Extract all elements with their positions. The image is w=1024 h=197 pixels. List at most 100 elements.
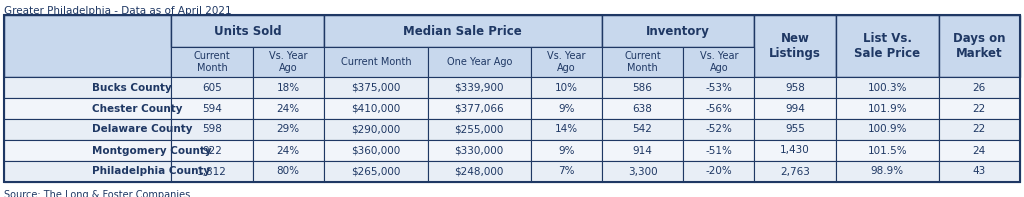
Text: 22: 22 xyxy=(973,103,986,113)
Bar xyxy=(428,47,530,77)
Bar xyxy=(939,15,1020,77)
Bar xyxy=(836,140,939,161)
Bar xyxy=(836,119,939,140)
Bar xyxy=(939,140,1020,161)
Bar xyxy=(171,119,253,140)
Bar xyxy=(4,119,171,140)
Text: One Year Ago: One Year Ago xyxy=(446,57,512,67)
Bar xyxy=(683,77,755,98)
Text: 958: 958 xyxy=(785,83,805,93)
Text: 26: 26 xyxy=(973,83,986,93)
Bar xyxy=(324,98,428,119)
Bar xyxy=(253,98,324,119)
Text: 98.9%: 98.9% xyxy=(870,166,904,177)
Text: Montgomery County: Montgomery County xyxy=(91,146,211,155)
Text: Current Month: Current Month xyxy=(341,57,411,67)
Bar xyxy=(939,119,1020,140)
Bar xyxy=(602,15,755,47)
Bar xyxy=(530,140,602,161)
Bar xyxy=(171,98,253,119)
Bar xyxy=(530,98,602,119)
Bar xyxy=(171,15,324,47)
Bar xyxy=(4,98,171,119)
Bar xyxy=(755,77,836,98)
Text: 1,812: 1,812 xyxy=(197,166,227,177)
Text: 1,430: 1,430 xyxy=(780,146,810,155)
Bar xyxy=(428,98,530,119)
Bar xyxy=(602,140,683,161)
Bar xyxy=(4,15,171,77)
Bar xyxy=(324,119,428,140)
Text: 542: 542 xyxy=(633,125,652,135)
Bar xyxy=(602,119,683,140)
Bar xyxy=(4,77,171,98)
Text: 605: 605 xyxy=(202,83,222,93)
Bar xyxy=(530,119,602,140)
Text: Current
Month: Current Month xyxy=(194,51,230,73)
Bar xyxy=(836,98,939,119)
Text: 22: 22 xyxy=(973,125,986,135)
Bar xyxy=(4,140,171,161)
Text: Philadelphia County: Philadelphia County xyxy=(91,166,210,177)
Bar xyxy=(602,98,683,119)
Bar xyxy=(171,77,253,98)
Bar xyxy=(683,140,755,161)
Bar xyxy=(253,119,324,140)
Text: 638: 638 xyxy=(633,103,652,113)
Bar xyxy=(836,161,939,182)
Text: Vs. Year
Ago: Vs. Year Ago xyxy=(547,51,586,73)
Text: Source: The Long & Foster Companies: Source: The Long & Foster Companies xyxy=(4,190,190,197)
Text: $377,066: $377,066 xyxy=(455,103,504,113)
Text: 2,763: 2,763 xyxy=(780,166,810,177)
Bar xyxy=(939,161,1020,182)
Text: $410,000: $410,000 xyxy=(351,103,400,113)
Bar xyxy=(324,15,602,47)
Text: 9%: 9% xyxy=(558,103,574,113)
Bar xyxy=(253,47,324,77)
Text: $290,000: $290,000 xyxy=(351,125,400,135)
Bar xyxy=(324,77,428,98)
Bar xyxy=(755,98,836,119)
Text: $265,000: $265,000 xyxy=(351,166,400,177)
Bar xyxy=(755,119,836,140)
Bar xyxy=(683,98,755,119)
Text: Chester County: Chester County xyxy=(91,103,182,113)
Text: $339,900: $339,900 xyxy=(455,83,504,93)
Text: 586: 586 xyxy=(633,83,652,93)
Bar xyxy=(428,140,530,161)
Bar xyxy=(428,161,530,182)
Text: -52%: -52% xyxy=(706,125,732,135)
Text: 24%: 24% xyxy=(276,146,300,155)
Bar xyxy=(602,47,683,77)
Text: 914: 914 xyxy=(633,146,652,155)
Text: 994: 994 xyxy=(785,103,805,113)
Bar xyxy=(171,47,253,77)
Bar xyxy=(530,47,602,77)
Bar xyxy=(324,140,428,161)
Bar xyxy=(324,161,428,182)
Bar xyxy=(253,161,324,182)
Bar xyxy=(530,161,602,182)
Bar xyxy=(755,161,836,182)
Bar xyxy=(939,98,1020,119)
Text: 598: 598 xyxy=(202,125,222,135)
Text: 3,300: 3,300 xyxy=(628,166,657,177)
Text: $330,000: $330,000 xyxy=(455,146,504,155)
Text: Units Sold: Units Sold xyxy=(214,24,282,37)
Text: Delaware County: Delaware County xyxy=(91,125,193,135)
Bar xyxy=(755,15,836,77)
Text: 101.9%: 101.9% xyxy=(867,103,907,113)
Text: 24: 24 xyxy=(973,146,986,155)
Text: $375,000: $375,000 xyxy=(351,83,400,93)
Text: List Vs.
Sale Price: List Vs. Sale Price xyxy=(854,32,921,60)
Text: $360,000: $360,000 xyxy=(351,146,400,155)
Bar xyxy=(253,140,324,161)
Bar xyxy=(683,47,755,77)
Text: New
Listings: New Listings xyxy=(769,32,821,60)
Text: Inventory: Inventory xyxy=(646,24,710,37)
Text: 9%: 9% xyxy=(558,146,574,155)
Text: 100.9%: 100.9% xyxy=(867,125,907,135)
Bar xyxy=(171,161,253,182)
Bar xyxy=(836,15,939,77)
Text: Vs. Year
Ago: Vs. Year Ago xyxy=(269,51,307,73)
